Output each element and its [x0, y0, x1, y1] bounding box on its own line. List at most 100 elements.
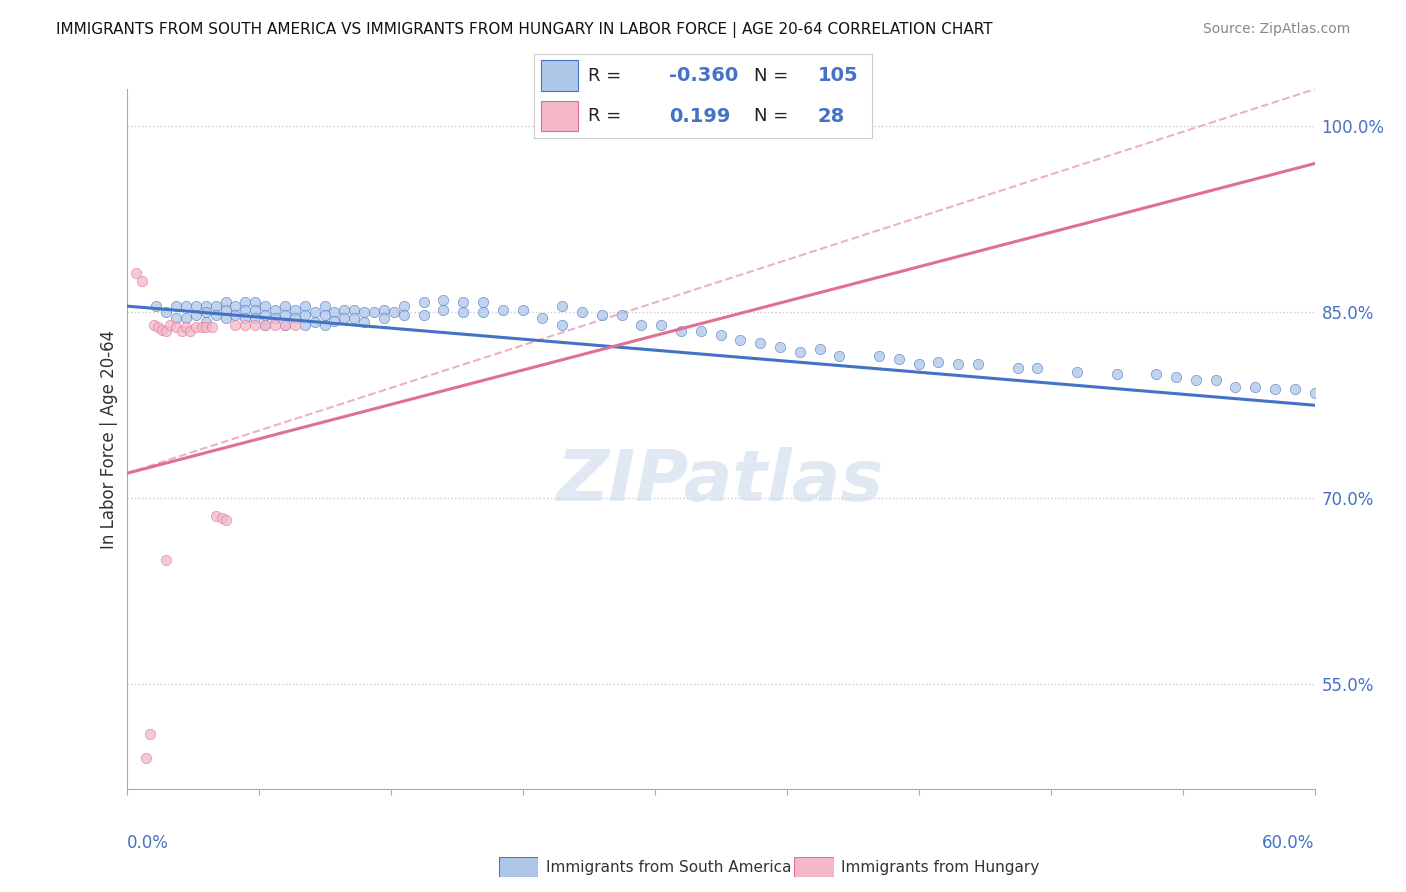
Text: Source: ZipAtlas.com: Source: ZipAtlas.com: [1202, 22, 1350, 37]
Point: [254, 318, 277, 332]
Point: [174, 320, 197, 334]
Point: [194, 320, 217, 334]
Point: [284, 311, 307, 326]
Point: [233, 318, 256, 332]
Point: [373, 311, 395, 326]
Point: [224, 308, 246, 322]
Point: [274, 318, 297, 332]
Point: [204, 299, 226, 313]
Point: [392, 308, 415, 322]
Point: [194, 305, 217, 319]
Point: [946, 357, 969, 371]
Point: [610, 308, 633, 322]
Point: [294, 299, 316, 313]
Point: [284, 302, 307, 317]
Point: [159, 318, 181, 332]
Point: [1382, 390, 1405, 404]
Point: [591, 308, 613, 322]
Point: [769, 340, 792, 354]
Point: [343, 302, 366, 317]
Text: N =: N =: [754, 67, 787, 85]
Point: [907, 357, 929, 371]
Point: [1264, 382, 1286, 396]
Point: [828, 349, 851, 363]
Point: [353, 305, 375, 319]
Y-axis label: In Labor Force | Age 20-64: In Labor Force | Age 20-64: [100, 330, 118, 549]
Point: [284, 318, 307, 332]
Point: [214, 514, 236, 528]
Point: [451, 305, 474, 319]
Point: [204, 508, 226, 523]
Point: [254, 299, 277, 313]
Point: [174, 311, 197, 326]
Text: Immigrants from Hungary: Immigrants from Hungary: [841, 860, 1039, 874]
Point: [412, 295, 434, 310]
Point: [184, 308, 207, 322]
Point: [184, 299, 207, 313]
Point: [1184, 374, 1206, 388]
Point: [170, 324, 193, 338]
Point: [730, 333, 752, 347]
Text: 0.0%: 0.0%: [127, 834, 169, 852]
Point: [245, 302, 267, 317]
Point: [789, 345, 811, 359]
Point: [1066, 365, 1088, 379]
Point: [512, 302, 534, 317]
Point: [531, 311, 554, 326]
Point: [1225, 379, 1247, 393]
Point: [551, 299, 574, 313]
Point: [264, 311, 287, 326]
Point: [254, 308, 277, 322]
Point: [233, 302, 256, 317]
Point: [174, 299, 197, 313]
Bar: [541, 61, 578, 91]
Point: [551, 318, 574, 332]
Point: [353, 315, 375, 329]
Point: [1007, 361, 1029, 376]
Point: [179, 324, 201, 338]
Point: [967, 357, 990, 371]
Point: [323, 314, 346, 328]
Text: 105: 105: [818, 66, 858, 85]
Point: [571, 305, 593, 319]
Point: [165, 311, 187, 326]
Point: [211, 511, 233, 525]
Text: 60.0%: 60.0%: [1263, 834, 1315, 852]
Point: [343, 311, 366, 326]
Point: [1343, 385, 1365, 400]
Point: [808, 343, 831, 357]
Point: [304, 305, 326, 319]
Point: [165, 299, 187, 313]
Point: [233, 311, 256, 326]
Point: [1303, 385, 1326, 400]
Point: [1205, 374, 1227, 388]
Point: [224, 299, 246, 313]
Point: [1026, 361, 1049, 376]
Point: [214, 311, 236, 326]
Point: [143, 318, 166, 332]
Point: [135, 751, 157, 765]
Point: [373, 302, 395, 317]
Point: [294, 308, 316, 322]
Point: [432, 293, 454, 307]
Point: [333, 311, 356, 326]
Point: [868, 349, 890, 363]
Point: [314, 299, 336, 313]
Point: [131, 274, 153, 288]
Point: [412, 308, 434, 322]
Point: [630, 318, 652, 332]
Point: [264, 318, 287, 332]
Point: [274, 299, 297, 313]
Point: [139, 726, 162, 740]
Point: [314, 308, 336, 322]
Point: [245, 318, 267, 332]
Point: [254, 318, 277, 332]
Point: [245, 311, 267, 326]
Text: ZIPatlas: ZIPatlas: [557, 447, 884, 516]
Point: [472, 305, 495, 319]
Point: [214, 302, 236, 317]
Point: [184, 320, 207, 334]
Point: [155, 553, 177, 567]
Point: [224, 318, 246, 332]
Point: [155, 305, 177, 319]
